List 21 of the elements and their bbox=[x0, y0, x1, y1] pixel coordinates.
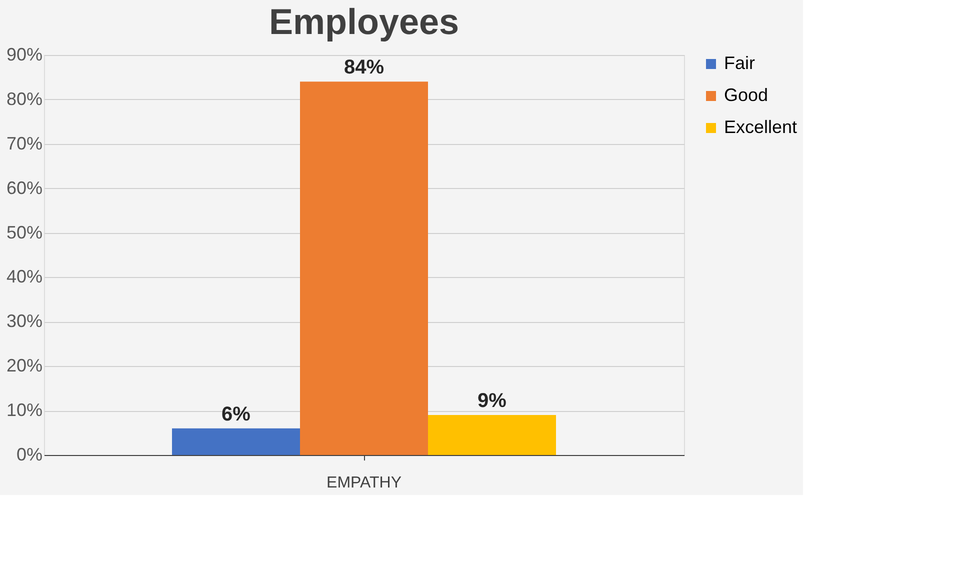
data-label: 9% bbox=[478, 390, 507, 412]
legend-label: Fair bbox=[724, 53, 756, 73]
legend-label: Good bbox=[724, 85, 768, 105]
y-tick-label: 70% bbox=[6, 133, 42, 154]
bar bbox=[428, 415, 556, 455]
legend-label: Excellent bbox=[724, 117, 798, 137]
bar bbox=[300, 82, 428, 455]
y-tick-label: 20% bbox=[6, 356, 42, 376]
y-tick-label: 0% bbox=[16, 444, 42, 464]
chart-title: Employees bbox=[268, 1, 460, 42]
y-tick-label: 30% bbox=[6, 311, 42, 332]
y-tick-label: 40% bbox=[6, 266, 42, 287]
y-tick-label: 50% bbox=[6, 222, 42, 242]
y-tick-label: 10% bbox=[6, 400, 42, 420]
data-label: 6% bbox=[222, 403, 251, 426]
data-label: 84% bbox=[344, 56, 384, 79]
bar bbox=[172, 428, 300, 455]
y-tick-label: 60% bbox=[6, 178, 42, 198]
y-tick-label: 90% bbox=[6, 44, 42, 64]
y-tick-label: 80% bbox=[6, 88, 42, 109]
x-tick-label: EMPATHY bbox=[326, 474, 402, 492]
